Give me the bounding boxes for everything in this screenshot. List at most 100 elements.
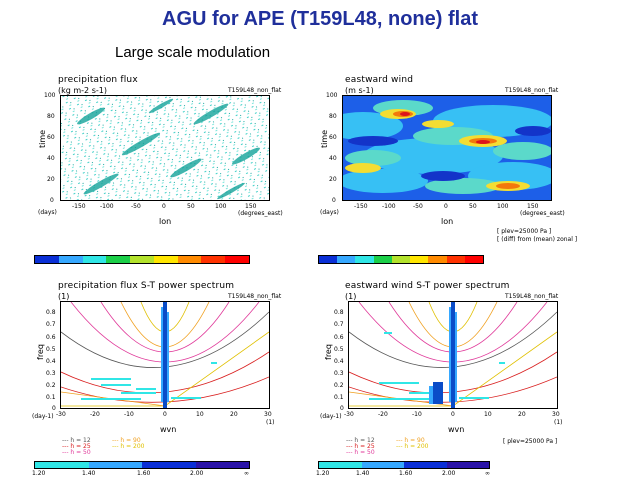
bl-xtick-2: -20 <box>90 411 100 418</box>
bl-title: precipitation flux S-T power spectrum <box>58 281 235 291</box>
tr-xtick-7: 150 <box>527 203 539 210</box>
bl-legend-h12: --- h = 12 <box>62 437 91 444</box>
br-legend-h200-label: h = 200 <box>404 443 429 450</box>
bl-legend-h90: --- h = 90 <box>112 437 141 444</box>
tl-ytick-20: 20 <box>47 176 55 183</box>
tr-xlabel: lon <box>441 217 454 226</box>
tr-xtick-3: -50 <box>413 203 423 210</box>
bl-xtick-1: -30 <box>56 411 66 418</box>
bl-yunit: (day-1) <box>32 413 54 420</box>
br-spectrum-colorbar-seg <box>446 462 489 468</box>
tr-xunit: (degrees_east) <box>520 210 565 217</box>
bl-ytick-0.4: 0.4 <box>46 358 56 365</box>
bl-plot-frame <box>60 301 270 409</box>
tl-colorbar-seg <box>153 256 178 263</box>
bl-ytick-0.3: 0.3 <box>46 370 56 377</box>
tr-colorbar-seg <box>391 256 411 263</box>
tl-yunit: (days) <box>38 209 57 216</box>
page-title: AGU for APE (T159L48, none) flat <box>162 8 478 30</box>
br-spectrum-colorbar-seg <box>404 462 447 468</box>
tr-wind-field <box>343 96 551 200</box>
bl-ytick-0.8: 0.8 <box>46 309 56 316</box>
br-title: eastward wind S-T power spectrum <box>345 281 510 291</box>
tl-xtick-4: 0 <box>162 203 166 210</box>
tr-colorbar-seg <box>373 256 392 263</box>
br-legend-h12-label: h = 12 <box>354 437 375 444</box>
tr-yunit: (days) <box>320 209 339 216</box>
tr-colorbar-seg <box>464 256 483 263</box>
br-spectrum-colorbar-seg <box>319 462 362 468</box>
bl-spectrum-colorbar-seg <box>142 462 196 468</box>
tl-ytick-100: 100 <box>44 92 56 99</box>
bl-ylabel: freq <box>36 344 45 360</box>
bl-legend-h200-label: h = 200 <box>120 443 145 450</box>
bl-spectrum-colorbar-seg <box>35 462 89 468</box>
page-subtitle: Large scale modulation <box>115 44 271 61</box>
br-legend-h90: --- h = 90 <box>396 437 425 444</box>
br-xtick-6: 20 <box>518 411 526 418</box>
br-xunit: (1) <box>554 419 563 426</box>
bl-xlabel: wvn <box>160 425 177 434</box>
tr-ytick-100: 100 <box>326 92 338 99</box>
br-legend-h12: --- h = 12 <box>346 437 375 444</box>
br-xtick-1: -30 <box>344 411 354 418</box>
bl-spectrum-colorbar-seg <box>88 462 142 468</box>
br-cb-tick-5: ∞ <box>485 470 490 477</box>
tr-plot-frame <box>342 95 552 201</box>
tl-xtick-2: -100 <box>100 203 114 210</box>
bl-xtick-7: 30 <box>264 411 272 418</box>
tr-colorbar-seg <box>355 256 374 263</box>
br-xtick-3: -10 <box>412 411 422 418</box>
bl-cb-tick-4: 2.00 <box>190 470 204 477</box>
bl-cb-tick-5: ∞ <box>244 470 249 477</box>
bl-legend-h50-label: h = 50 <box>70 449 91 456</box>
tr-xtick-5: 50 <box>469 203 477 210</box>
bl-ytick-0.7: 0.7 <box>46 321 56 328</box>
tl-ytick-40: 40 <box>47 155 55 162</box>
tl-units: (kg m-2 s-1) <box>58 86 107 95</box>
tl-ylabel: time <box>38 129 47 148</box>
tl-colorbar-seg <box>35 256 59 263</box>
tr-units: (m s-1) <box>345 86 374 95</box>
tl-colorbar-seg <box>201 256 226 263</box>
tl-colorbar-seg <box>130 256 154 263</box>
tl-ytick-0: 0 <box>50 197 54 204</box>
tr-ytick-80: 80 <box>329 113 337 120</box>
tr-ylabel: time <box>320 129 329 148</box>
tr-xtick-6: 100 <box>497 203 509 210</box>
tl-colorbar-seg <box>58 256 83 263</box>
br-xtick-2: -20 <box>378 411 388 418</box>
tr-colorbar-seg <box>337 256 356 263</box>
br-units: (1) <box>345 292 357 301</box>
bl-spectrum-plot <box>61 302 269 408</box>
bl-legend-h200: --- h = 200 <box>112 443 145 450</box>
br-plot-frame <box>348 301 558 409</box>
br-ytick-0: 0 <box>340 405 344 412</box>
bl-spectrum-colorbar <box>34 461 250 469</box>
br-ytick-0.8: 0.8 <box>334 309 344 316</box>
bl-xtick-3: -10 <box>124 411 134 418</box>
tr-colorbar <box>318 255 484 264</box>
bl-cb-tick-1: 1.20 <box>32 470 46 477</box>
bl-legend-h12-label: h = 12 <box>70 437 91 444</box>
br-legend-h50: --- h = 50 <box>346 449 375 456</box>
tl-ytick-80: 80 <box>47 113 55 120</box>
tr-ytick-20: 20 <box>329 176 337 183</box>
br-legend-h200: --- h = 200 <box>396 443 429 450</box>
tl-colorbar-seg <box>177 256 202 263</box>
bl-xtick-4: 0 <box>163 411 167 418</box>
br-xtick-4: 0 <box>451 411 455 418</box>
tl-xtick-6: 100 <box>215 203 227 210</box>
tr-colorbar-seg <box>319 256 338 263</box>
tl-xtick-3: -50 <box>131 203 141 210</box>
br-legend-h25-label: h = 25 <box>354 443 375 450</box>
tr-ytick-40: 40 <box>329 155 337 162</box>
tr-ytick-60: 60 <box>329 134 337 141</box>
tr-xtick-4: 0 <box>444 203 448 210</box>
br-cb-tick-2: 1.40 <box>356 470 370 477</box>
bl-xunit: (1) <box>266 419 275 426</box>
tr-note-plev: [ plev=25000 Pa ] <box>497 228 552 235</box>
bl-legend-h25: --- h = 25 <box>62 443 91 450</box>
tl-xlabel: lon <box>159 217 172 226</box>
tr-colorbar-seg <box>446 256 465 263</box>
